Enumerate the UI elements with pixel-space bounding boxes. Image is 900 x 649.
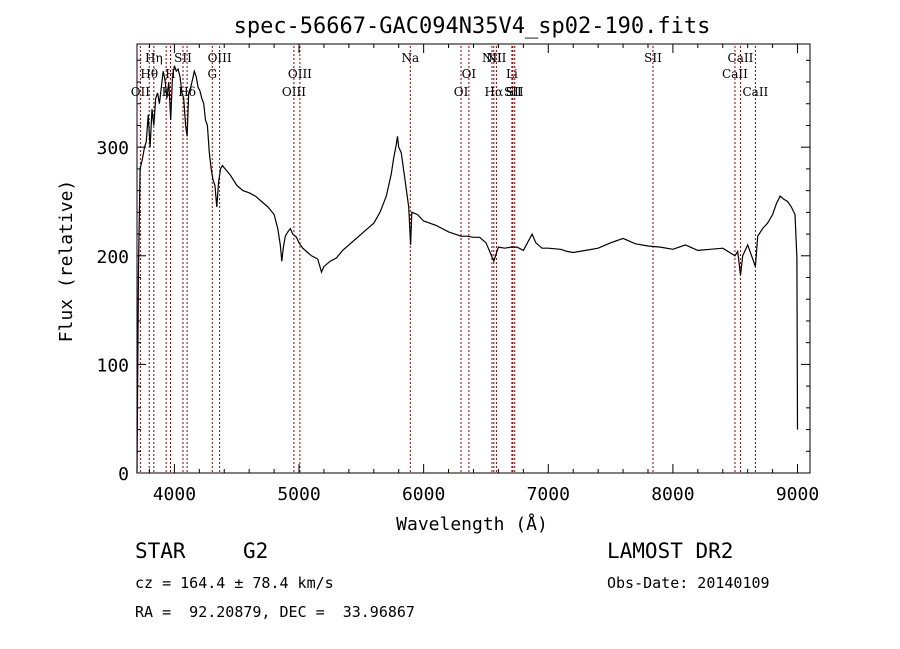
object-subclass: G2 [243, 539, 269, 563]
spectral-line-label: CaII [722, 67, 748, 81]
y-tick-label: 0 [118, 464, 129, 485]
obs-date-text: Obs-Date: 20140109 [607, 574, 770, 592]
x-tick-label: 9000 [776, 484, 819, 505]
spectral-line-label: OIII [208, 51, 232, 65]
x-tick-label: 8000 [651, 484, 694, 505]
chart-title: spec-56667-GAC094N35V4_sp02-190.fits [234, 14, 711, 39]
spectral-line-label: SII [644, 51, 662, 65]
spectral-line-label: NII [486, 51, 506, 65]
spectral-line-label: SII [174, 51, 192, 65]
x-tick-label: 7000 [527, 484, 570, 505]
spectral-line-label: OI [462, 67, 477, 81]
spectral-line-label: SII [504, 85, 522, 99]
spectral-line-label: CaII [742, 85, 768, 99]
spectral-line-label: Hα [485, 85, 504, 99]
spectral-line-label: OIII [282, 85, 306, 99]
spectral-line-label: CaII [728, 51, 754, 65]
y-tick-label: 200 [96, 247, 129, 268]
survey-label: LAMOST DR2 [607, 539, 734, 563]
spectral-line-label: Hη [145, 51, 163, 65]
spectral-line-label: OIII [288, 67, 312, 81]
x-tick-label: 5000 [277, 484, 320, 505]
spectral-line-label: G [207, 67, 217, 81]
object-class: STAR [135, 539, 186, 563]
y-tick-label: 300 [96, 138, 129, 159]
spectral-line-label: SII [506, 85, 524, 99]
coordinates-text: RA = 92.20879, DEC = 33.96867 [135, 603, 415, 621]
x-axis-label: Wavelength (Å) [396, 513, 548, 535]
x-tick-label: 6000 [402, 484, 445, 505]
spectral-line-label: OII [131, 85, 151, 99]
spectral-line-label: OI [454, 85, 469, 99]
y-tick-label: 100 [96, 355, 129, 376]
y-axis-label: Flux (relative) [56, 180, 77, 343]
x-tick-label: 4000 [153, 484, 196, 505]
spectral-line-label: Li [506, 67, 518, 81]
plot-frame [136, 43, 811, 474]
spectral-line-label: H [165, 67, 175, 81]
spectrum-line [136, 65, 799, 474]
spectral-line-label: Na [401, 51, 419, 65]
spectral-line-label: NII [482, 51, 502, 65]
spectral-line-label: Hθ [140, 67, 158, 81]
redshift-text: cz = 164.4 ± 78.4 km/s [135, 574, 334, 592]
